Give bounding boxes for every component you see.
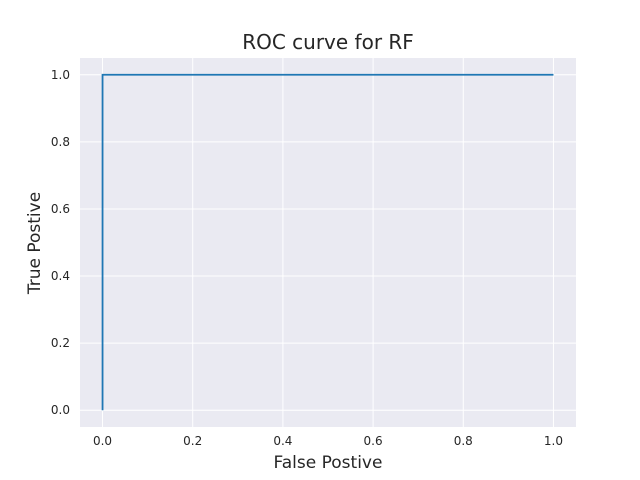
series-layer: [101, 73, 554, 411]
x-tick-label: 0.8: [454, 434, 473, 448]
y-tick-label: 0.0: [51, 403, 70, 417]
y-tick-label: 0.2: [51, 336, 70, 350]
y-tick-label: 0.6: [51, 202, 70, 216]
x-axis-ticks: 0.0 0.2 0.4 0.6 0.8 1.0: [93, 434, 563, 448]
y-axis-label: True Postive: [25, 192, 45, 295]
roc-curve-line: [101, 73, 554, 411]
y-tick-label: 0.4: [51, 269, 70, 283]
x-axis-label: False Postive: [274, 453, 383, 473]
y-tick-label: 1.0: [51, 68, 70, 82]
x-tick-label: 0.0: [93, 434, 112, 448]
x-tick-label: 0.2: [183, 434, 202, 448]
y-axis-ticks: 0.0 0.2 0.4 0.6 0.8 1.0: [51, 68, 70, 417]
x-tick-label: 0.4: [273, 434, 292, 448]
x-tick-label: 1.0: [544, 434, 563, 448]
y-tick-label: 0.8: [51, 135, 70, 149]
chart-title: ROC curve for RF: [242, 30, 414, 54]
x-tick-label: 0.6: [364, 434, 383, 448]
plot-area: [80, 58, 576, 427]
